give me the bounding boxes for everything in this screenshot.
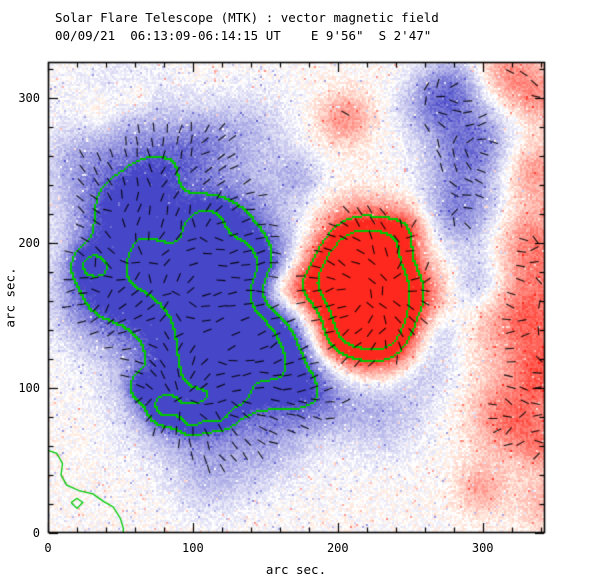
y-tick-label: 300: [18, 91, 40, 106]
figure-title: Solar Flare Telescope (MTK) : vector mag…: [55, 10, 439, 25]
y-tick-label: 200: [18, 236, 40, 251]
figure-subtitle: 00/09/21 06:13:09-06:14:15 UT E 9'56" S …: [55, 28, 432, 43]
y-tick-label: 0: [32, 526, 40, 540]
x-tick-label: 100: [182, 541, 204, 555]
x-tick-label: 300: [471, 541, 494, 555]
x-tick-label: 200: [326, 541, 349, 555]
x-axis-label: arc sec.: [265, 562, 327, 577]
x-tick-label: 0: [44, 541, 52, 555]
y-tick-label: 100: [18, 381, 40, 396]
y-axis-label: arc sec.: [2, 267, 18, 328]
